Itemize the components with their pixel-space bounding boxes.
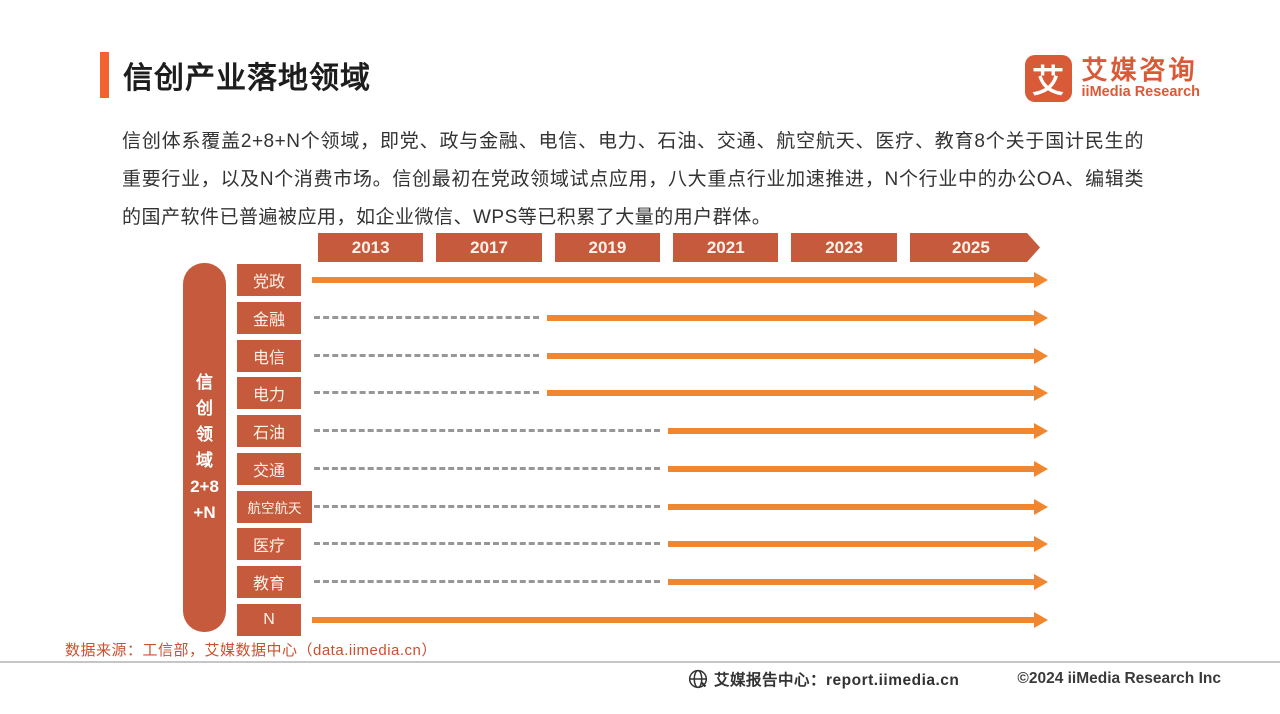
sector-label-area: 党政 (237, 264, 312, 296)
arrowhead-icon (1034, 536, 1048, 553)
solid-arrow (547, 385, 1048, 402)
logo-name-cn: 艾媒咨询 (1081, 55, 1198, 86)
chart-group-label: 信创领域 2+8 +N (183, 263, 226, 632)
sector-label-area: 交通 (237, 452, 312, 485)
sector-label: 教育 (237, 566, 301, 599)
solid-arrow (668, 536, 1048, 553)
sector-label: 党政 (237, 264, 301, 296)
sector-label-area: N (237, 603, 312, 636)
sector-label-area: 电信 (237, 339, 312, 372)
solid-arrow (668, 460, 1048, 477)
footer-divider (0, 661, 1280, 663)
solid-arrow (668, 423, 1048, 440)
timeline-track (312, 340, 1048, 372)
sector-label: 金融 (237, 301, 301, 334)
timeline-row: N (237, 603, 1048, 636)
group-label-line: 2+8 (190, 476, 219, 496)
solid-arrow (668, 574, 1048, 591)
sector-label-area: 石油 (237, 415, 312, 448)
sector-label: 医疗 (237, 528, 301, 561)
globe-icon (688, 669, 708, 689)
sector-label-area: 医疗 (237, 528, 312, 561)
timeline-rows: 党政金融电信电力石油交通航空航天医疗教育 N (237, 264, 1048, 636)
timeline-track (312, 453, 1048, 485)
timeline-row: 电信 (237, 339, 1048, 372)
timeline-track (312, 264, 1048, 296)
sector-label-area: 金融 (237, 301, 312, 334)
logo-text: 艾媒咨询 iiMedia Research (1081, 55, 1200, 100)
report-center-text: 艾媒报告中心：report.iimedia.cn (714, 672, 960, 689)
sector-label: 石油 (237, 415, 301, 448)
dashed-line (314, 353, 539, 357)
dashed-line (314, 391, 539, 395)
timeline-track (312, 566, 1048, 598)
timeline-track (312, 302, 1048, 334)
year-box: 2023 (791, 233, 897, 262)
sector-label: 电信 (237, 339, 301, 372)
sector-label: 交通 (237, 452, 301, 485)
timeline-track (312, 528, 1048, 560)
group-label-line: 创 (196, 398, 213, 418)
timeline-track (312, 491, 1048, 523)
timeline-track (312, 377, 1048, 409)
arrowhead-icon (1034, 460, 1048, 477)
page-title: 信创产业落地领域 (123, 62, 371, 95)
dashed-line (314, 315, 539, 319)
sector-label-area: 教育 (237, 566, 312, 599)
year-box: 2017 (436, 233, 542, 262)
data-source: 数据来源：工信部，艾媒数据中心（data.iimedia.cn） (65, 642, 437, 659)
iimedia-logo: 艾 艾媒咨询 iiMedia Research (1024, 55, 1200, 102)
footer: 艾媒报告中心：report.iimedia.cn ©2024 iiMedia R… (688, 668, 1221, 690)
copyright-text: ©2024 iiMedia Research Inc (1017, 670, 1221, 687)
intro-paragraph: 信创体系覆盖2+8+N个领域，即党、政与金融、电信、电力、石油、交通、航空航天、… (122, 131, 1144, 228)
sector-label: 航空航天 (237, 490, 312, 523)
title-accent-bar (100, 52, 109, 98)
timeline-row: 电力 (237, 377, 1048, 410)
timeline-years: 2013 2017 2019 2021 2023 2025 (318, 233, 1040, 262)
dashed-line (314, 504, 660, 508)
timeline-track (312, 415, 1048, 447)
dashed-line (314, 466, 660, 470)
sector-label: N (237, 603, 301, 636)
solid-arrow (312, 272, 1048, 288)
timeline-row: 金融 (237, 301, 1048, 334)
arrowhead-icon (1034, 347, 1048, 364)
year-box: 2025 (910, 233, 1040, 262)
arrowhead-icon (1034, 272, 1048, 288)
dashed-line (314, 580, 660, 584)
timeline-row: 航空航天 (237, 490, 1048, 523)
sector-label-area: 电力 (237, 377, 312, 410)
timeline-row: 石油 (237, 415, 1048, 448)
solid-arrow (547, 309, 1048, 326)
arrowhead-icon (1034, 498, 1048, 515)
sector-label-area: 航空航天 (237, 490, 312, 523)
dashed-line (314, 542, 660, 546)
iimedia-logo-icon: 艾 (1024, 55, 1072, 102)
timeline-row: 党政 (237, 264, 1048, 296)
sector-label: 电力 (237, 377, 301, 410)
timeline-track (312, 604, 1048, 636)
year-box: 2013 (318, 233, 424, 262)
year-box: 2019 (554, 233, 661, 262)
arrowhead-icon (1034, 309, 1048, 326)
timeline-row: 交通 (237, 452, 1048, 485)
timeline-row: 教育 (237, 566, 1048, 599)
year-box: 2021 (673, 233, 779, 262)
arrowhead-icon (1034, 385, 1048, 402)
arrowhead-icon (1034, 574, 1048, 591)
group-label-line: +N (193, 502, 216, 522)
solid-arrow (312, 611, 1048, 628)
group-label-line: 信 (196, 372, 213, 392)
arrowhead-icon (1034, 611, 1048, 628)
group-label-line: 领 (196, 424, 213, 444)
dashed-line (314, 429, 660, 433)
timeline-row: 医疗 (237, 528, 1048, 561)
solid-arrow (547, 347, 1048, 364)
group-label-line: 域 (196, 450, 213, 470)
arrowhead-icon (1034, 423, 1048, 440)
logo-name-en: iiMedia Research (1081, 83, 1200, 100)
solid-arrow (668, 498, 1048, 515)
